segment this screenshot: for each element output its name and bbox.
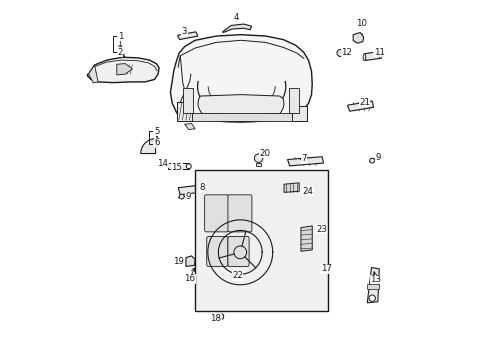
Polygon shape	[170, 35, 312, 122]
Polygon shape	[352, 32, 363, 43]
Text: 15: 15	[171, 163, 182, 172]
Polygon shape	[178, 185, 199, 195]
Ellipse shape	[379, 51, 381, 59]
Polygon shape	[183, 88, 193, 113]
FancyBboxPatch shape	[206, 237, 227, 266]
Text: 19: 19	[172, 257, 183, 266]
Text: 18: 18	[210, 314, 221, 323]
Text: 20: 20	[259, 149, 270, 158]
Polygon shape	[184, 123, 195, 130]
Text: 23: 23	[315, 225, 326, 234]
Polygon shape	[284, 183, 299, 192]
Polygon shape	[185, 256, 195, 266]
Text: 3: 3	[182, 27, 187, 36]
Text: 17: 17	[320, 264, 331, 273]
Text: 11: 11	[373, 48, 384, 57]
Text: 21: 21	[358, 98, 369, 107]
Polygon shape	[287, 157, 323, 166]
Text: 2: 2	[117, 48, 123, 57]
Circle shape	[368, 295, 375, 301]
Text: 12: 12	[341, 48, 351, 57]
Text: 1: 1	[117, 32, 123, 41]
Polygon shape	[291, 106, 306, 121]
Polygon shape	[87, 57, 159, 83]
Polygon shape	[347, 101, 373, 111]
Polygon shape	[300, 226, 312, 251]
Circle shape	[254, 154, 263, 162]
Polygon shape	[177, 32, 198, 40]
Text: 8: 8	[199, 183, 204, 192]
FancyBboxPatch shape	[227, 195, 251, 232]
Text: 5: 5	[154, 127, 160, 136]
Text: 4: 4	[234, 13, 239, 22]
Polygon shape	[88, 65, 98, 83]
Text: 10: 10	[355, 18, 366, 27]
Ellipse shape	[362, 54, 365, 61]
Text: 16: 16	[184, 274, 195, 283]
Polygon shape	[252, 276, 322, 285]
Polygon shape	[222, 24, 251, 32]
Polygon shape	[141, 139, 155, 154]
Text: 14: 14	[157, 158, 168, 167]
Text: 22: 22	[231, 271, 243, 280]
Bar	[195, 170, 328, 311]
Text: 9: 9	[374, 153, 380, 162]
Polygon shape	[176, 102, 191, 121]
Circle shape	[336, 49, 343, 57]
Text: 9: 9	[185, 192, 190, 201]
Text: 6: 6	[154, 139, 160, 148]
Bar	[366, 284, 379, 289]
Circle shape	[186, 164, 191, 169]
Polygon shape	[256, 163, 260, 166]
Polygon shape	[288, 88, 299, 113]
Polygon shape	[364, 51, 380, 60]
Bar	[167, 163, 188, 170]
Text: 7: 7	[301, 154, 306, 163]
Circle shape	[369, 158, 374, 163]
Polygon shape	[366, 267, 379, 303]
FancyBboxPatch shape	[204, 195, 228, 232]
Polygon shape	[191, 113, 291, 121]
Polygon shape	[198, 95, 284, 116]
FancyBboxPatch shape	[227, 237, 248, 266]
Text: 13: 13	[369, 275, 381, 284]
Text: 24: 24	[302, 187, 313, 196]
Circle shape	[179, 194, 184, 199]
Circle shape	[217, 313, 223, 320]
Polygon shape	[117, 64, 132, 75]
